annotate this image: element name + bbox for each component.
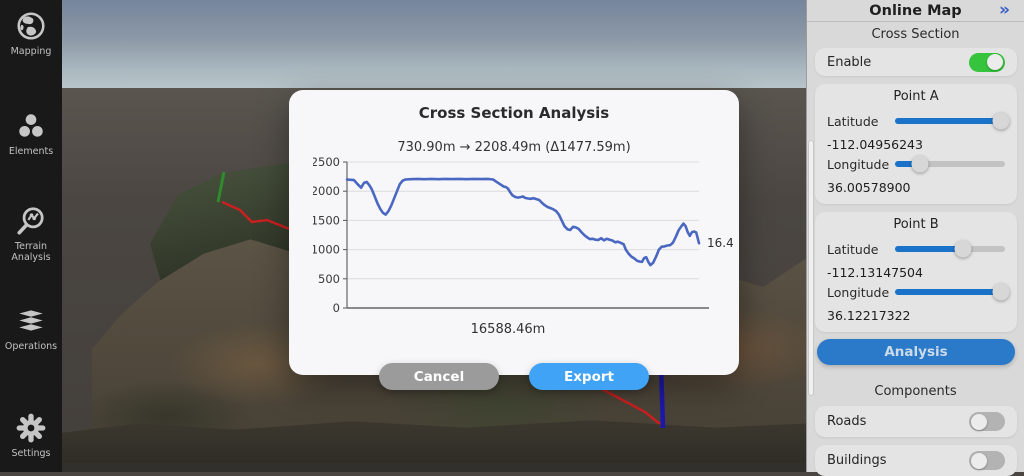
online-map-panel: Online Map » Cross Section Enable Point … — [806, 0, 1024, 476]
toggle-knob — [971, 413, 987, 430]
point-a-latitude-slider[interactable] — [895, 112, 1010, 130]
slider-fill — [895, 289, 1001, 295]
elevation-profile-line — [345, 177, 701, 267]
elevation-profile-chart: 0 500 1000 1500 2000 2500 16.4° — [311, 152, 740, 320]
panel-scrollbar[interactable] — [808, 140, 814, 396]
point-a-latitude-value: -112.04956243 — [827, 137, 923, 152]
sidebar-item-label: Elements — [8, 146, 54, 157]
point-a-longitude-value: 36.00578900 — [827, 180, 911, 195]
latitude-label: Latitude — [827, 241, 879, 257]
point-b-longitude-slider[interactable] — [895, 283, 1010, 301]
slider-fill — [895, 246, 964, 252]
sidebar-item-settings[interactable]: Settings — [0, 412, 62, 459]
dialog-title: Cross Section Analysis — [418, 104, 610, 122]
point-b-latitude-value: -112.13147504 — [827, 265, 923, 280]
elevation-range-label: 730.90m → 2208.49m (Δ1477.59m) — [397, 140, 631, 155]
terrain-analysis-icon — [17, 207, 44, 235]
enable-toggle[interactable] — [969, 52, 1005, 72]
enable-label: Enable — [827, 54, 872, 70]
panel-title: Online Map — [869, 3, 962, 19]
collapse-panel-icon[interactable]: » — [999, 0, 1010, 20]
y-tick-label: 500 — [318, 272, 340, 286]
sidebar-item-operations[interactable]: Operations — [0, 305, 62, 352]
longitude-label: Longitude — [827, 284, 890, 300]
y-tick-label: 1000 — [313, 243, 340, 257]
sidebar-item-label: Settings — [11, 448, 51, 459]
sidebar-item-label: Operations — [4, 341, 58, 352]
slider-knob[interactable] — [911, 155, 929, 173]
longitude-label: Longitude — [827, 156, 890, 172]
sidebar-item-elements[interactable]: Elements — [0, 110, 62, 157]
cancel-button[interactable]: Cancel — [379, 363, 499, 390]
point-a-marker-line — [216, 171, 226, 203]
roads-label: Roads — [827, 414, 867, 429]
buildings-toggle[interactable] — [969, 451, 1005, 470]
latitude-label: Latitude — [827, 113, 879, 129]
slope-angle-label: 16.4° — [707, 236, 733, 250]
enable-row: Enable — [815, 48, 1017, 76]
left-sidebar: Mapping Elements Terrain Analysis — [0, 0, 62, 472]
slider-knob[interactable] — [992, 112, 1010, 130]
point-a-title: Point A — [893, 89, 939, 104]
slider-fill — [895, 161, 921, 167]
layers-icon — [19, 310, 43, 331]
toggle-knob — [987, 54, 1003, 70]
point-a-card: Point A Latitude -112.04956243 Longitude… — [815, 84, 1017, 204]
export-button[interactable]: Export — [529, 363, 649, 390]
point-b-card: Point B Latitude -112.13147504 Longitude… — [815, 212, 1017, 332]
slider-fill — [895, 118, 1001, 124]
slider-knob[interactable] — [992, 283, 1010, 301]
y-tick-label: 1500 — [313, 213, 340, 227]
elements-icon — [19, 114, 43, 137]
buildings-row: Buildings — [815, 445, 1017, 476]
buildings-label: Buildings — [827, 453, 887, 468]
toggle-knob — [971, 452, 987, 469]
cross-section-analysis-dialog: Cross Section Analysis 730.90m → 2208.49… — [289, 90, 740, 390]
y-tick-label: 2500 — [313, 155, 340, 169]
y-tick-label: 2000 — [313, 184, 340, 198]
sidebar-item-label: Mapping — [10, 46, 52, 57]
viewport-bottom-edge — [62, 463, 1024, 472]
sidebar-item-label: Terrain Analysis — [11, 241, 51, 263]
cross-section-heading: Cross Section — [871, 27, 960, 42]
y-tick-label: 0 — [333, 301, 340, 315]
slider-knob[interactable] — [954, 240, 972, 258]
roads-row: Roads — [815, 406, 1017, 437]
sidebar-item-terrain-analysis[interactable]: Terrain Analysis — [0, 205, 62, 263]
point-b-title: Point B — [893, 217, 939, 232]
point-a-longitude-slider[interactable] — [895, 155, 1005, 173]
globe-icon — [17, 12, 45, 40]
analysis-button[interactable]: Analysis — [817, 339, 1015, 365]
point-b-latitude-slider[interactable] — [895, 240, 1005, 258]
panel-header: Online Map » — [807, 0, 1024, 22]
gear-icon — [16, 413, 46, 443]
roads-toggle[interactable] — [969, 412, 1005, 431]
components-heading: Components — [874, 384, 957, 399]
point-b-longitude-value: 36.12217322 — [827, 308, 911, 323]
sidebar-item-mapping[interactable]: Mapping — [0, 10, 62, 57]
total-distance-label: 16588.46m — [470, 322, 546, 337]
